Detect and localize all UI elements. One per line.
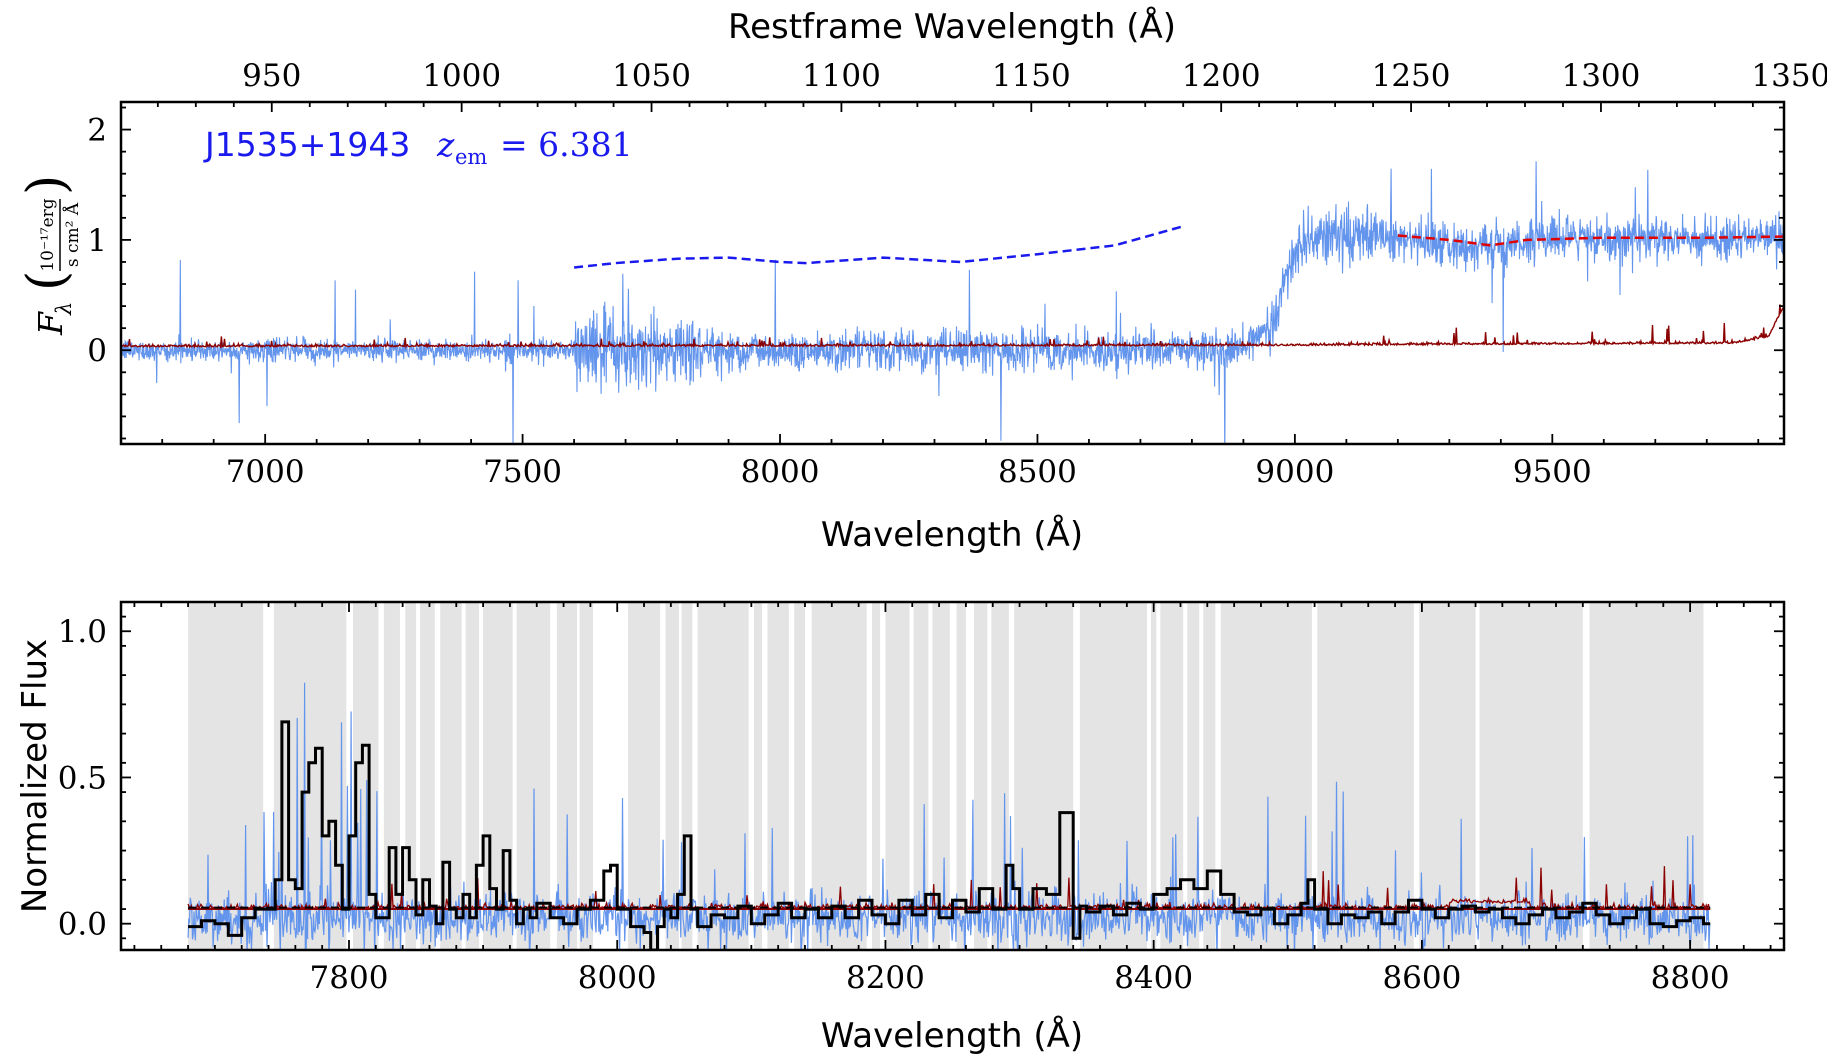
- unit-denominator: s cm² Å: [62, 202, 83, 267]
- x-tick-label: 8000: [741, 454, 820, 490]
- masked-region: [1220, 602, 1312, 950]
- bottom-x-axis: 7800 8000 8200 8400 8600 8800: [133, 602, 1772, 996]
- x-tick-label: 7000: [226, 454, 305, 490]
- masked-region: [405, 602, 417, 950]
- bottom-y-axis-title: Normalized Flux: [15, 639, 55, 913]
- z-value: = 6.381: [500, 125, 633, 164]
- y-tick-label: 1.0: [58, 614, 107, 650]
- top-x-axis-title: Wavelength (Å): [821, 514, 1083, 555]
- x-tick-label: 8400: [1114, 960, 1193, 996]
- x-tick-label: 8200: [846, 960, 925, 996]
- top-blue-continuum-line: [573, 225, 1182, 269]
- bottom-y-axis: 0.0 0.5 1.0: [58, 614, 1784, 943]
- y-tick-label: 2: [87, 113, 107, 149]
- masked-region: [1014, 602, 1074, 950]
- left-paren: (: [17, 271, 77, 291]
- x-tick-label: 8600: [1382, 960, 1461, 996]
- masked-region: [1317, 602, 1414, 950]
- top-red-continuum-line: [1397, 234, 1784, 247]
- masked-region: [754, 602, 763, 950]
- bottom-frame: [119, 600, 1786, 952]
- masked-region: [627, 602, 661, 950]
- masked-region: [681, 602, 693, 950]
- masked-region: [885, 602, 910, 950]
- right-paren: ): [17, 175, 77, 195]
- x2-tick-label: 1150: [992, 58, 1071, 94]
- object-name: J1535+1943: [203, 125, 410, 164]
- z-symbol: z: [436, 125, 455, 164]
- top-frame: [119, 100, 1786, 446]
- x-tick-label: 8000: [578, 960, 657, 996]
- top-y-axis: 0 1 2: [87, 106, 1784, 440]
- bottom-panel: 7800 8000 8200 8400 8600 8800 0.0 0.5 1.0 Wavel…: [15, 600, 1786, 1056]
- masked-region: [932, 602, 950, 950]
- top-flux-line: [121, 161, 1784, 444]
- masked-region: [1150, 602, 1157, 950]
- bottom-x-axis-title: Wavelength (Å): [821, 1015, 1083, 1056]
- masked-region: [665, 602, 679, 950]
- top-y-axis-title: F λ ( 10⁻¹⁷erg s cm² Å ): [17, 175, 83, 336]
- z-subscript: em: [455, 145, 487, 169]
- masked-region: [1419, 602, 1476, 950]
- masked-region: [420, 602, 435, 950]
- x-tick-label: 9000: [1255, 454, 1334, 490]
- x-tick-label: 8500: [998, 454, 1077, 490]
- x2-tick-label: 1250: [1372, 58, 1451, 94]
- x2-tick-label: 1100: [802, 58, 881, 94]
- y-tick-label: 0.5: [58, 760, 107, 796]
- masked-region: [767, 602, 789, 950]
- masked-region: [872, 602, 881, 950]
- masked-region: [1203, 602, 1216, 950]
- masked-region: [579, 602, 594, 950]
- top-panel: 7000 7500 8000 8500 9000 9500 950 1000 1050 1100…: [17, 6, 1827, 555]
- top-x2-axis: 950 1000 1050 1100 1150 1200 1250 1300 1350: [156, 58, 1827, 112]
- bottom-plot-area: [187, 602, 1711, 950]
- flux-symbol: F: [31, 311, 70, 336]
- top-plot-area: [121, 161, 1784, 444]
- x-tick-label: 8800: [1651, 960, 1730, 996]
- x2-tick-label: 1300: [1561, 58, 1640, 94]
- masked-region: [1079, 602, 1147, 950]
- x-tick-label: 9500: [1513, 454, 1592, 490]
- y-tick-label: 0.0: [58, 907, 107, 943]
- unit-numerator: 10⁻¹⁷erg: [38, 198, 58, 271]
- top-error-line: [121, 304, 1784, 350]
- masked-region: [794, 602, 805, 950]
- top-x-axis: 7000 7500 8000 8500 9000 9500: [161, 434, 1760, 490]
- x2-tick-label: 950: [242, 58, 301, 94]
- binned-flux-steps: [188, 720, 1711, 950]
- masked-region: [1187, 602, 1200, 950]
- x-tick-label: 7500: [483, 454, 562, 490]
- x2-tick-label: 1200: [1182, 58, 1261, 94]
- x2-tick-label: 1000: [422, 58, 501, 94]
- masked-region: [465, 602, 480, 950]
- masked-region: [1589, 602, 1704, 950]
- y-tick-label: 0: [87, 333, 107, 369]
- top-x2-axis-title: Restframe Wavelength (Å): [728, 6, 1176, 47]
- x2-tick-label: 1350: [1751, 58, 1827, 94]
- masked-region: [697, 602, 749, 950]
- masked-region: [811, 602, 867, 950]
- object-annotation: J1535+1943 z em = 6.381: [203, 125, 633, 169]
- masked-region: [973, 602, 988, 950]
- masked-region: [1160, 602, 1184, 950]
- flux-subscript: λ: [52, 302, 76, 316]
- x-tick-label: 7800: [310, 960, 389, 996]
- x2-tick-label: 1050: [612, 58, 691, 94]
- masked-region: [956, 602, 966, 950]
- y-tick-label: 1: [87, 223, 107, 259]
- masked-region: [556, 602, 577, 950]
- masked-region: [188, 602, 264, 950]
